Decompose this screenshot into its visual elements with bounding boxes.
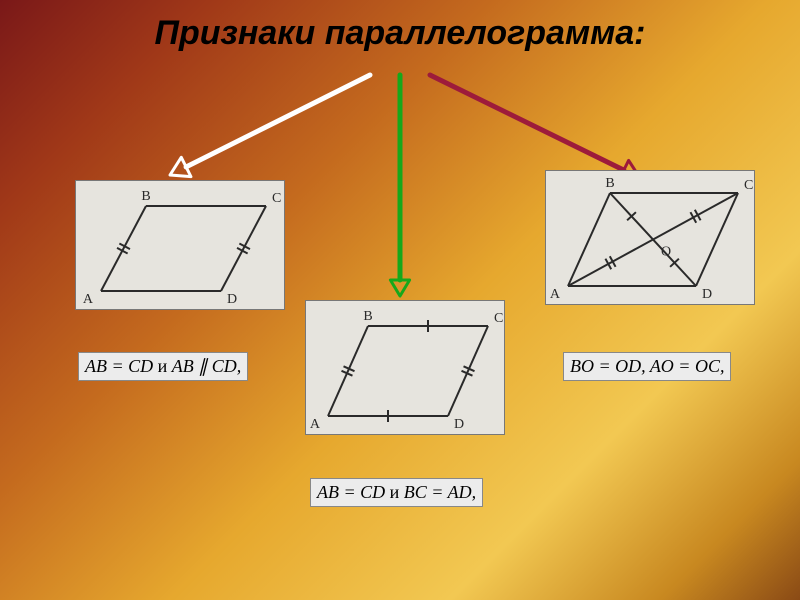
formula-2: AB = CD и BC = AD, [310, 478, 483, 507]
svg-text:D: D [454, 417, 464, 432]
svg-text:D: D [702, 287, 712, 302]
diagram-3-panel: A B C D O [545, 170, 755, 305]
svg-text:B: B [605, 176, 614, 191]
arrow-right [430, 75, 640, 180]
arrow-middle [390, 75, 409, 296]
svg-text:A: A [310, 417, 321, 432]
arrow-left [170, 75, 370, 177]
svg-text:B: B [363, 309, 372, 324]
svg-text:C: C [744, 178, 753, 193]
svg-text:B: B [141, 189, 150, 204]
svg-text:O: O [661, 245, 671, 260]
formula-1: AB = CD и AB ∥ CD, [78, 352, 248, 381]
diagram-2-panel: A B C D [305, 300, 505, 435]
formula-3: BO = OD, AO = OC, [563, 352, 731, 381]
diagram-1-svg: A B C D [76, 181, 286, 311]
diagram-2-svg: A B C D [306, 301, 506, 436]
svg-text:A: A [550, 287, 561, 302]
svg-text:C: C [494, 311, 503, 326]
svg-text:D: D [227, 292, 237, 307]
diagram-3-svg: A B C D O [546, 171, 756, 306]
svg-text:C: C [272, 191, 281, 206]
diagram-1-panel: A B C D [75, 180, 285, 310]
svg-text:A: A [83, 292, 94, 307]
